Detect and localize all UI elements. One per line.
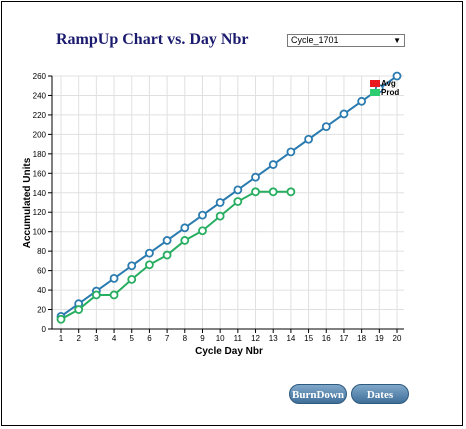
- dates-button[interactable]: Dates: [351, 384, 409, 404]
- x-tick-label: 11: [234, 334, 243, 343]
- x-tick-label: 1: [59, 334, 64, 343]
- y-axis-label: Accumulated Units: [22, 157, 33, 248]
- y-tick-label: 240: [33, 91, 47, 100]
- data-point-avg: [392, 71, 402, 81]
- data-point-avg: [339, 109, 349, 119]
- y-tick-label: 0: [42, 325, 47, 334]
- data-point-avg: [180, 223, 190, 233]
- y-tick-label: 20: [37, 306, 46, 315]
- y-tick-label: 60: [37, 267, 46, 276]
- x-tick-label: 20: [393, 334, 402, 343]
- y-tick-label: 100: [33, 228, 47, 237]
- x-tick-label: 12: [251, 334, 260, 343]
- burndown-button[interactable]: BurnDown: [289, 384, 347, 404]
- data-point-avg: [127, 261, 137, 271]
- y-tick-label: 260: [33, 72, 47, 81]
- y-tick-label: 120: [33, 208, 47, 217]
- x-tick-label: 4: [112, 334, 117, 343]
- x-tick-label: 6: [147, 334, 152, 343]
- data-point-avg: [268, 160, 278, 169]
- x-tick-label: 7: [165, 334, 170, 343]
- data-point-prod: [127, 274, 137, 284]
- x-tick-label: 17: [339, 334, 348, 343]
- data-point-avg: [145, 248, 154, 258]
- data-point-prod: [180, 236, 190, 245]
- data-point-prod: [268, 187, 278, 197]
- data-point-avg: [286, 147, 296, 157]
- x-tick-label: 2: [76, 334, 81, 343]
- x-tick-label: 3: [94, 334, 99, 343]
- data-point-prod: [198, 226, 207, 236]
- cycle-select-value: Cycle_1701: [291, 35, 339, 45]
- data-point-prod: [162, 250, 172, 260]
- y-tick-label: 40: [37, 286, 46, 295]
- data-point-prod: [233, 197, 243, 206]
- data-point-prod: [251, 187, 260, 197]
- y-tick-label: 80: [37, 247, 46, 256]
- data-point-avg: [215, 198, 225, 207]
- x-tick-label: 5: [130, 334, 135, 343]
- data-point-avg: [162, 236, 172, 245]
- data-point-avg: [357, 96, 367, 106]
- y-tick-label: 180: [33, 150, 47, 159]
- data-point-prod: [56, 314, 66, 324]
- y-tick-label: 160: [33, 169, 47, 178]
- x-tick-label: 9: [200, 334, 205, 343]
- data-point-prod: [145, 260, 154, 270]
- x-tick-label: 15: [304, 334, 313, 343]
- data-point-avg: [251, 172, 260, 182]
- data-point-prod: [74, 305, 84, 314]
- data-point-avg: [321, 122, 331, 131]
- data-point-prod: [91, 290, 101, 300]
- data-point-avg: [198, 210, 207, 220]
- data-point-avg: [233, 185, 243, 195]
- x-axis-label: Cycle Day Nbr: [195, 346, 263, 357]
- series-line-prod: [60, 190, 291, 321]
- y-tick-label: 220: [33, 111, 47, 120]
- data-point-prod: [109, 290, 119, 300]
- data-point-prod: [215, 211, 225, 221]
- page-title: RampUp Chart vs. Day Nbr: [56, 31, 249, 48]
- legend-label-prod: Prod: [381, 88, 399, 97]
- data-point-avg: [109, 273, 119, 283]
- x-tick-label: 14: [286, 334, 295, 343]
- x-tick-label: 19: [375, 334, 384, 343]
- data-point-avg: [304, 134, 313, 144]
- dropdown-arrow-icon[interactable]: ▼: [393, 36, 401, 45]
- legend-swatch-prod: [370, 89, 380, 96]
- x-tick-label: 18: [357, 334, 366, 343]
- y-tick-label: 140: [33, 189, 47, 198]
- cycle-select[interactable]: Cycle_1701 ▼: [287, 34, 405, 47]
- x-tick-label: 16: [322, 334, 331, 343]
- legend-label-avg: Avg: [381, 79, 396, 88]
- legend-swatch-avg: [370, 80, 380, 87]
- x-tick-label: 8: [183, 334, 188, 343]
- data-point-prod: [286, 187, 296, 197]
- x-tick-label: 10: [216, 334, 225, 343]
- y-tick-label: 200: [33, 130, 47, 139]
- x-tick-label: 13: [269, 334, 278, 343]
